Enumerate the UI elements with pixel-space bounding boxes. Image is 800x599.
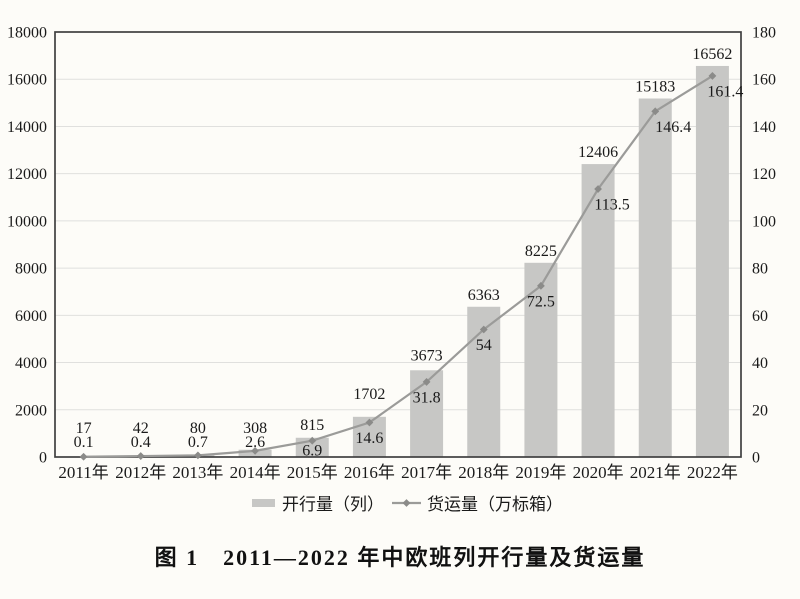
bar-value-label: 815: [300, 417, 324, 434]
y-axis-right-tick: 160: [752, 72, 776, 89]
marker-diamond: [308, 436, 317, 445]
line-series: [83, 74, 713, 458]
x-axis-label: 2014年: [230, 463, 281, 482]
legend-label-bar: 开行量（列）: [282, 495, 384, 514]
x-axis-label: 2015年: [287, 463, 338, 482]
marker-diamond: [537, 281, 545, 290]
bar-value-label: 12406: [578, 144, 618, 161]
y-axis-left-tick: 14000: [7, 119, 47, 136]
marker-diamond: [594, 185, 602, 193]
y-axis-right-tick: 20: [752, 402, 768, 419]
bar-value-label: 16562: [692, 46, 732, 63]
line-value-label: 0.4: [131, 434, 151, 451]
bar-value-label: 6363: [468, 287, 500, 304]
y-axis-right-tick: 120: [752, 166, 776, 183]
y-axis-right-tick: 60: [752, 308, 768, 325]
bar-value-label: 15183: [635, 79, 675, 96]
y-axis-left-tick: 6000: [15, 308, 47, 325]
y-axis-left-tick: 12000: [7, 166, 47, 183]
bar: [695, 65, 729, 458]
marker-diamond: [365, 418, 374, 427]
x-axis-label: 2011年: [58, 463, 108, 482]
x-axis-label: 2012年: [115, 463, 166, 482]
bar: [524, 262, 558, 457]
bar-value-label: 80: [190, 420, 206, 437]
x-axis-label: 2016年: [344, 463, 395, 482]
y-axis-right-tick: 0: [752, 450, 760, 467]
chart-area: 0 2000 4000 6000 8000 10000 12000 14000 16000 180…: [7, 25, 776, 515]
y-axis-right-tick: 40: [752, 355, 768, 372]
y-axis-left-tick: 4000: [15, 355, 47, 372]
bar-value-label: 17: [76, 420, 92, 437]
y-axis-right-tick: 100: [752, 213, 776, 230]
bar-value-label: 8225: [525, 243, 557, 260]
y-axis-right-tick: 180: [752, 25, 776, 42]
x-axis-label: 2018年: [458, 463, 509, 482]
y-axis-right-tick: 140: [752, 119, 776, 136]
x-axis-label: 2017年: [401, 463, 452, 482]
bar-value-label: 3673: [411, 347, 443, 364]
marker-diamond: [651, 107, 660, 116]
legend-bar-swatch: [252, 499, 275, 507]
y-axis-left-tick: 8000: [15, 261, 47, 278]
marker-diamond: [136, 452, 145, 460]
line-value-label: 0.1: [74, 434, 94, 451]
legend-label-line: 货运量（万标箱）: [427, 495, 563, 514]
y-axis-left-tick: 0: [39, 450, 47, 467]
marker-diamond: [422, 378, 431, 386]
x-axis-label: 2019年: [515, 463, 566, 482]
marker-diamond: [708, 72, 717, 80]
plot-border: [54, 31, 742, 458]
line-value-label: 31.8: [413, 389, 441, 406]
y-axis-left-tick: 16000: [7, 72, 47, 89]
marker-diamond: [79, 452, 88, 461]
line-value-label: 6.9: [302, 443, 322, 460]
figure-caption: 图 1 2011—2022 年中欧班列开行量及货运量: [154, 545, 646, 570]
line-value-label: 146.4: [655, 119, 691, 136]
x-axis-label: 2013年: [172, 463, 223, 482]
x-axis-label: 2020年: [573, 463, 624, 482]
marker-diamond: [251, 446, 259, 455]
line-value-label: 113.5: [594, 197, 629, 214]
y-axis-left-tick: 10000: [7, 213, 47, 230]
y-axis-left-tick: 2000: [15, 402, 47, 419]
marker-diamond: [479, 325, 488, 334]
y-axis-right-tick: 80: [752, 261, 768, 278]
bar-value-label: 308: [243, 420, 267, 437]
line-value-label: 2.6: [245, 434, 265, 451]
line-value-label: 0.7: [188, 434, 208, 451]
marker-diamond: [194, 451, 202, 460]
line-value-label: 72.5: [527, 293, 555, 310]
line-value-label: 54: [476, 337, 492, 354]
line-value-label: 14.6: [355, 430, 383, 447]
x-axis-label: 2022年: [687, 463, 738, 482]
bar-line-chart: 0 2000 4000 6000 8000 10000 12000 14000 16000 180…: [7, 25, 776, 515]
bar-value-label: 1702: [353, 386, 385, 403]
bar: [638, 98, 672, 457]
line-value-label: 161.4: [707, 83, 743, 100]
bar-value-label: 42: [133, 420, 149, 437]
y-axis-left-tick: 18000: [7, 25, 47, 42]
bar: [581, 164, 615, 457]
x-axis-label: 2021年: [630, 463, 681, 482]
legend-marker-diamond: [402, 499, 411, 507]
